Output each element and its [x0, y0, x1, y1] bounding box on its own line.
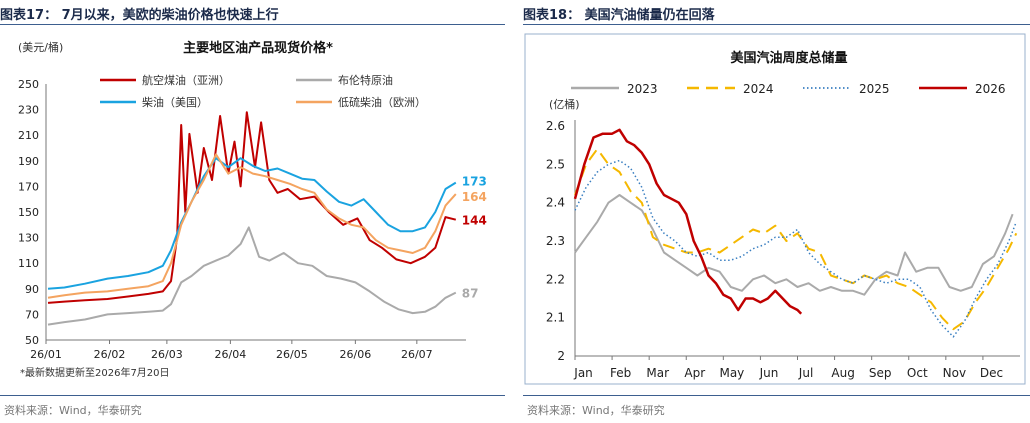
x-tick-label: 26/02 — [94, 348, 126, 361]
y-tick-label: 250 — [18, 78, 39, 91]
x-tick-label: Nov — [943, 366, 966, 380]
legend-label: 低硫柴油（欧洲） — [338, 95, 426, 109]
series-line-2024 — [574, 148, 1018, 331]
x-tick-label: 26/05 — [276, 348, 308, 361]
series-line-2026 — [573, 128, 803, 315]
y-tick-label: 2.1 — [546, 311, 565, 325]
x-tick-label: Feb — [610, 366, 631, 380]
y-tick-label: 2.6 — [546, 119, 565, 133]
figure-header: 图表18： 美国汽油储量仍在回落 — [523, 8, 715, 23]
header-rule — [0, 24, 505, 25]
chart-border — [524, 33, 1026, 385]
chart-title: 主要地区油产品现货价格* — [183, 40, 333, 56]
figure-header: 图表17： 7月以来，美欧的柴油价格也快速上行 — [0, 8, 279, 23]
y-tick-label: 2.5 — [546, 157, 565, 171]
legend-label: 2025 — [859, 82, 890, 96]
x-tick-label: 26/07 — [401, 348, 433, 361]
legend-label: 2026 — [975, 82, 1006, 96]
figure-17: 图表17： 7月以来，美欧的柴油价格也快速上行 (美元/桶) 主要地区油产品现货价… — [0, 0, 505, 423]
y-tick-label: 70 — [25, 308, 39, 321]
x-tick-label: Jul — [798, 366, 813, 380]
y-tick-label: 50 — [25, 334, 39, 347]
x-tick-label: Jun — [759, 366, 779, 380]
x-tick-label: Jan — [573, 366, 593, 380]
footnote: *最新数据更新至2026年7月20日 — [20, 366, 170, 379]
series-line-0 — [47, 111, 457, 304]
x-tick-label: 26/04 — [215, 348, 247, 361]
x-tick-label: Sep — [869, 366, 892, 380]
legend-label: 柴油（美国） — [142, 95, 208, 109]
y-tick-label: 190 — [18, 155, 39, 168]
series-end-label: 87 — [462, 287, 479, 301]
chart-title: 美国汽油周度总储量 — [730, 50, 847, 66]
y-tick-label: 2 — [557, 349, 565, 363]
y-tick-label: 110 — [18, 257, 39, 270]
figure-18: 图表18： 美国汽油储量仍在回落 美国汽油周度总储量 (亿桶) 2 2.1 2.2 2.3… — [523, 0, 1030, 423]
x-tick-label: May — [719, 366, 744, 380]
series-line-2025 — [574, 159, 1017, 338]
y-tick-label: 2.2 — [546, 272, 565, 286]
legend-label: 布伦特原油 — [338, 73, 393, 87]
legend-label: 航空煤油（亚洲） — [142, 73, 230, 87]
y-tick-label: 230 — [18, 104, 39, 117]
y-tick-label: 210 — [18, 129, 39, 142]
series-line-2023 — [574, 194, 1014, 296]
price-chart: (美元/桶) 主要地区油产品现货价格* 50 70 90 110 130 150 170 190 2… — [18, 40, 487, 379]
y-tick-label: 170 — [18, 180, 39, 193]
header-rule — [523, 24, 1030, 25]
series-end-label: 173 — [462, 175, 487, 189]
y-tick-label: 130 — [18, 232, 39, 245]
x-tick-label: Mar — [646, 366, 669, 380]
legend-label: 2024 — [743, 82, 774, 96]
y-tick-label: 90 — [25, 283, 39, 296]
x-tick-label: Dec — [980, 366, 1003, 380]
y-axis-unit: (美元/桶) — [18, 40, 63, 54]
x-tick-label: 26/06 — [340, 348, 372, 361]
y-tick-label: 150 — [18, 206, 39, 219]
x-tick-label: Aug — [831, 366, 854, 380]
series-line-2 — [47, 157, 457, 290]
x-tick-label: Apr — [684, 366, 705, 380]
source-note: 资料来源：Wind，华泰研究 — [527, 404, 665, 417]
x-tick-label: Oct — [907, 366, 928, 380]
y-axis-unit: (亿桶) — [549, 97, 580, 111]
x-tick-label: 26/01 — [30, 348, 62, 361]
series-line-1 — [47, 226, 457, 326]
x-tick-label: 26/03 — [151, 348, 183, 361]
series-end-label: 164 — [462, 190, 487, 204]
y-tick-label: 2.4 — [546, 196, 565, 210]
inventory-chart: 美国汽油周度总储量 (亿桶) 2 2.1 2.2 2.3 2.4 2.5 2.6 Jan Feb Ma… — [524, 33, 1026, 385]
footer-rule — [0, 395, 505, 396]
legend-label: 2023 — [627, 82, 658, 96]
series-line-3 — [47, 153, 457, 299]
y-tick-label: 2.3 — [546, 234, 565, 248]
source-note: 资料来源：Wind，华泰研究 — [4, 404, 142, 417]
series-end-label: 144 — [462, 214, 487, 228]
footer-rule — [523, 395, 1030, 396]
